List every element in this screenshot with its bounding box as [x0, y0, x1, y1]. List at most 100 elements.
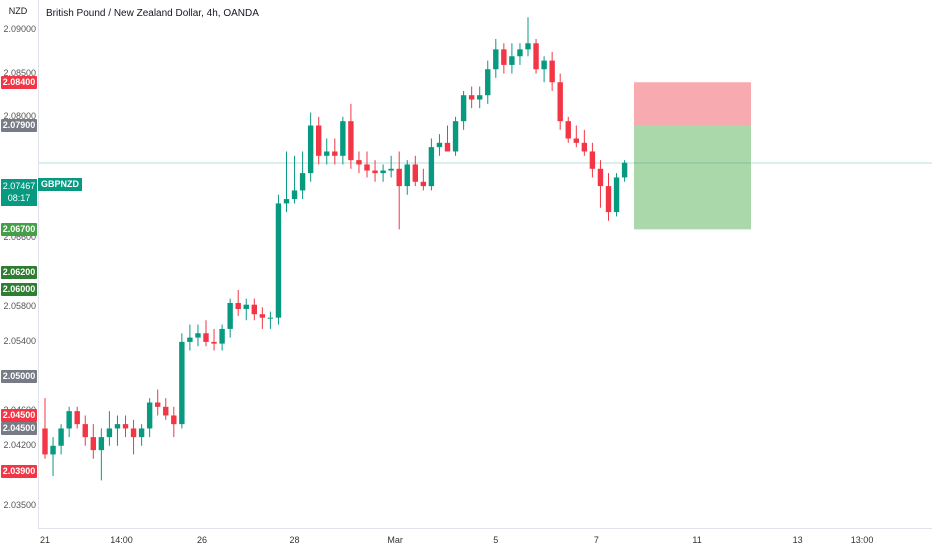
candle-up	[195, 333, 201, 338]
candle-up	[613, 177, 620, 213]
chart-title: British Pound / New Zealand Dollar, 4h, …	[46, 8, 259, 19]
candle-up	[98, 437, 105, 451]
time-axis-label: 13:00	[850, 535, 874, 545]
candle-up	[340, 121, 346, 156]
candle-up	[517, 49, 523, 57]
time-axis-label: 14:00	[110, 535, 133, 545]
candle-up	[388, 168, 394, 171]
candle-down	[316, 125, 322, 156]
candle-down	[581, 142, 588, 152]
candle-up	[243, 304, 249, 310]
candlestick-chart[interactable]	[0, 0, 932, 528]
candle-up	[187, 337, 193, 342]
candle-up	[436, 142, 443, 148]
price-axis-label: 2.04200	[3, 439, 36, 450]
price-level-badge: 2.03900	[1, 465, 37, 479]
price-axis-label: 2.03500	[3, 500, 36, 511]
symbol-badge: GBPNZD	[38, 178, 82, 191]
candle-up	[179, 341, 185, 425]
candle-up	[525, 43, 531, 50]
time-axis-label: 5	[493, 535, 499, 545]
candle-down	[605, 186, 612, 213]
candle-up	[485, 69, 491, 96]
candle-down	[122, 424, 129, 429]
candle-down	[348, 121, 354, 161]
price-axis-label: 2.08500	[3, 67, 36, 78]
candle-up	[219, 328, 225, 344]
candle-down	[412, 164, 418, 182]
candle-down	[549, 60, 555, 83]
candle-down	[444, 142, 451, 152]
price-axis-label: 2.09000	[3, 24, 36, 35]
candle-up	[114, 424, 121, 429]
candle-down	[468, 95, 475, 100]
candle-up	[275, 203, 282, 318]
candle-up	[138, 428, 145, 438]
candle-up	[404, 164, 410, 187]
time-axis-label: 28	[289, 535, 300, 545]
price-axis-label: 2.05800	[3, 301, 36, 312]
candle-up	[477, 95, 483, 100]
candle-up	[307, 125, 314, 174]
price-level-badge: 2.07900	[1, 119, 37, 132]
price-level-badge: 2.08400	[1, 75, 37, 89]
candle-up	[291, 190, 298, 200]
time-axis-label: 13	[792, 535, 803, 545]
candle-down	[565, 121, 571, 139]
candle-up	[146, 402, 153, 429]
candle-up	[58, 428, 64, 446]
candle-up	[267, 317, 274, 319]
candle-up	[50, 445, 56, 455]
time-axis-label: 11	[692, 535, 702, 545]
candle-down	[203, 333, 209, 342]
price-axis-label: 2.08000	[3, 110, 36, 121]
price-level-badge: 2.04500	[1, 421, 37, 435]
candle-down	[82, 424, 88, 438]
candle-down	[74, 411, 80, 425]
candle-up	[106, 428, 113, 438]
candle-up	[66, 411, 72, 429]
candle-up	[621, 162, 628, 178]
price-level-badge: 2.05000	[1, 370, 37, 384]
candle-down	[420, 181, 427, 187]
candle-down	[597, 168, 604, 187]
candle-up	[541, 60, 547, 70]
candle-down	[163, 406, 169, 416]
candle-down	[501, 49, 507, 65]
candle-up	[299, 173, 306, 191]
candle-down	[533, 43, 539, 70]
candle-down	[332, 151, 338, 156]
time-axis[interactable]: 21 14:00 26 28 Mar 5 7 11 13 13:00	[38, 528, 932, 551]
price-level-badge: 2.04500	[1, 408, 37, 422]
candle-up	[452, 121, 459, 152]
candle-down	[396, 168, 402, 187]
candle-up	[428, 147, 435, 187]
price-axis-label: 2.05400	[3, 335, 36, 346]
candle-down	[130, 428, 137, 438]
current-price: 2.07467	[2, 181, 36, 191]
take-profit-zone	[634, 125, 751, 230]
candle-up	[460, 95, 467, 122]
candle-down	[251, 304, 257, 315]
candle-down	[573, 138, 579, 143]
candle-up	[283, 199, 290, 204]
price-axis-label: 2.06600	[3, 232, 36, 243]
candle-down	[155, 402, 161, 407]
candle-down	[90, 437, 96, 451]
candle-down	[211, 341, 217, 344]
candle-down	[557, 82, 563, 122]
price-level-badge: 2.06200	[1, 266, 37, 280]
candle-up	[227, 302, 233, 329]
candle-down	[171, 415, 177, 425]
candle-up	[380, 170, 386, 174]
candle-down	[356, 160, 362, 165]
time-axis-label: 21	[39, 535, 51, 545]
time-axis-label: 26	[196, 535, 207, 545]
currency-tag: NZD	[1, 4, 35, 18]
candle-down	[235, 302, 241, 310]
candle-down	[42, 428, 48, 455]
bar-countdown: 08:17	[7, 193, 31, 203]
current-price-badge: 2.07467 08:17	[1, 179, 37, 206]
candle-down	[364, 164, 370, 171]
